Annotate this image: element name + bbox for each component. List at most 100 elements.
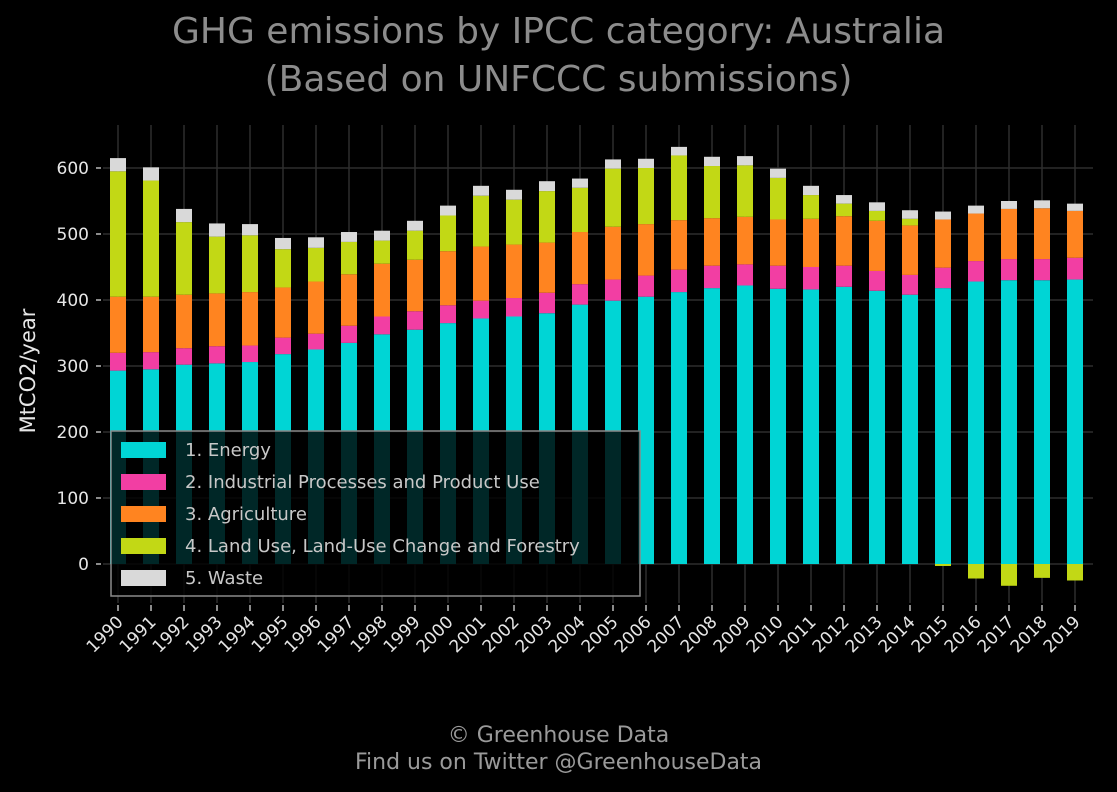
bar-segment [143, 352, 159, 370]
bar-segment [209, 346, 225, 364]
x-tick-label: 1994 [215, 612, 260, 657]
bar-segment [968, 261, 984, 282]
bar-segment [473, 195, 489, 247]
bar-segment [539, 242, 555, 293]
bar-segment [605, 159, 621, 169]
bar-segment [737, 285, 753, 564]
legend-label: 1. Energy [185, 440, 271, 461]
bar-segment [770, 219, 786, 266]
x-tick-label: 2009 [710, 612, 755, 657]
bar-segment [374, 263, 390, 317]
bar-segment [341, 232, 357, 242]
bar-segment [506, 244, 522, 299]
bar-segment [704, 156, 720, 167]
bar-segment [176, 208, 192, 223]
x-tick-label: 1995 [248, 612, 293, 657]
bar-segment [407, 220, 423, 231]
bar-segment [110, 158, 126, 172]
bar-segment [671, 146, 687, 156]
bar-segment [209, 236, 225, 294]
bar-segment [275, 337, 291, 355]
bar-segment [902, 218, 918, 226]
x-tick-label: 2012 [809, 612, 854, 657]
bar-segment [737, 216, 753, 265]
legend-swatch [121, 570, 166, 586]
bar-segment [572, 232, 588, 285]
bar-segment [1034, 259, 1050, 281]
bar-segment [1067, 257, 1083, 280]
bar-segment [1067, 210, 1083, 258]
bar-segment [704, 265, 720, 289]
x-tick-label: 2015 [908, 612, 953, 657]
bar-segment [341, 274, 357, 326]
bar-segment [836, 286, 852, 564]
bar-segment [506, 189, 522, 200]
bar-segment [605, 279, 621, 301]
bar-segment [308, 237, 324, 248]
x-tick-label: 2001 [446, 612, 491, 657]
bar-segment [1034, 564, 1050, 578]
bar-segment [836, 203, 852, 217]
bar-segment [407, 259, 423, 312]
bar-segment [935, 219, 951, 268]
x-tick-label: 2007 [644, 612, 689, 657]
bar-segment [1001, 280, 1017, 564]
x-tick-label: 1999 [380, 612, 425, 657]
bar-segment [836, 216, 852, 266]
y-tick-label: 100 [57, 489, 89, 509]
bar-segment [902, 225, 918, 275]
x-tick-label: 2017 [974, 612, 1019, 657]
bar-segment [1001, 564, 1017, 586]
bar-segment [935, 211, 951, 220]
bar-segment [902, 274, 918, 295]
bar-segment [440, 205, 456, 216]
legend-label: 5. Waste [185, 568, 263, 589]
x-tick-label: 2005 [578, 612, 623, 657]
bar-segment [671, 292, 687, 564]
bar-segment [1067, 279, 1083, 564]
bar-segment [209, 223, 225, 237]
bar-segment [836, 265, 852, 287]
bar-segment [869, 210, 885, 221]
footer-twitter: Find us on Twitter @GreenhouseData [354, 750, 763, 775]
bar-segment [968, 213, 984, 262]
bar-segment [110, 171, 126, 297]
bar-segment [605, 226, 621, 280]
bar-segment [572, 284, 588, 305]
bar-segment [935, 288, 951, 564]
bar-segment [638, 158, 654, 168]
x-tick-label: 1998 [347, 612, 392, 657]
x-tick-label: 1993 [182, 612, 227, 657]
legend-label: 4. Land Use, Land-Use Change and Forestr… [185, 536, 580, 557]
bar-segment [935, 267, 951, 289]
bar-segment [275, 249, 291, 288]
bar-segment [1067, 203, 1083, 211]
y-tick-label: 400 [57, 291, 89, 311]
bar-segment [308, 333, 324, 350]
bar-segment [374, 316, 390, 335]
bar-segment [1001, 259, 1017, 281]
x-tick-label: 2004 [545, 612, 590, 657]
x-tick-label: 2000 [413, 612, 458, 657]
bar-segment [473, 246, 489, 301]
x-tick-label: 2014 [875, 612, 920, 657]
y-tick-label: 500 [57, 225, 89, 245]
legend: 1. Energy 2. Industrial Processes and Pro… [110, 430, 641, 597]
bar-segment [440, 251, 456, 306]
bar-segment [341, 325, 357, 343]
bar-segment [605, 168, 621, 227]
bar-segment [770, 177, 786, 220]
bar-segment [803, 195, 819, 219]
bar-segment [110, 352, 126, 371]
x-tick-label: 2011 [776, 612, 821, 657]
legend-label: 3. Agriculture [185, 504, 307, 525]
bar-segment [671, 155, 687, 221]
bar-segment [506, 298, 522, 317]
x-tick-label: 1991 [116, 612, 161, 657]
bar-segment [374, 240, 390, 264]
bar-segment [1067, 564, 1083, 581]
bar-segment [539, 292, 555, 314]
bar-segment [374, 230, 390, 241]
bar-segment [176, 294, 192, 349]
bar-segment [1001, 208, 1017, 260]
